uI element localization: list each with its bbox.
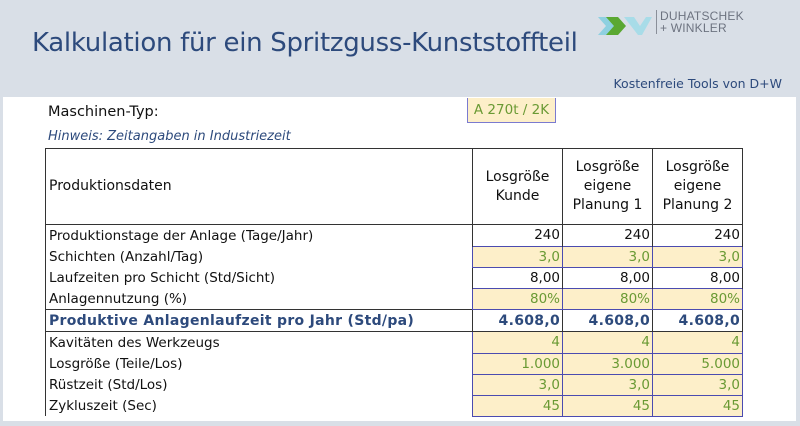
input-cell[interactable]: 3,0 [472,245,563,268]
header-planung-1: Losgröße eigene Planung 1 [562,148,653,225]
input-cell[interactable]: 80% [652,287,743,310]
tagline-link[interactable]: Kostenfreie Tools von D+W [613,76,782,91]
cell-value: 240 [652,224,743,246]
input-cell[interactable]: 80% [472,287,563,310]
company-logo: DUHATSCHEK + WINKLER [598,10,798,41]
machine-type-label: Maschinen-Typ: [48,104,159,120]
cell-value: 240 [562,224,653,246]
row-label: Produktive Anlagenlaufzeit pro Jahr (Std… [45,309,473,332]
hint-text: Hinweis: Zeitangaben in Industriezeit [48,129,291,144]
row-laufzeiten: Laufzeiten pro Schicht (Std/Sicht) 8,00 … [45,267,743,288]
row-produktionstage: Produktionstage der Anlage (Tage/Jahr) 2… [45,224,743,246]
logo-line1: DUHATSCHEK [660,9,744,23]
input-cell[interactable]: 3.000 [562,352,653,375]
logo-mark-icon [598,17,652,35]
logo-text: DUHATSCHEK + WINKLER [656,10,744,34]
input-cell[interactable]: 45 [562,394,653,417]
input-cell[interactable]: 4 [562,331,653,354]
row-label: Kavitäten des Werkzeugs [45,331,473,353]
computed-cell: 4.608,0 [652,309,743,332]
input-cell[interactable]: 3,0 [562,245,653,268]
input-cell[interactable]: 5.000 [652,352,743,375]
cell-value: 8,00 [562,267,653,288]
row-kavitaeten: Kavitäten des Werkzeugs 4 4 4 [45,331,743,354]
row-label: Produktionstage der Anlage (Tage/Jahr) [45,224,473,246]
cell-value: 8,00 [472,267,563,288]
header-planung-2: Losgröße eigene Planung 2 [652,148,743,225]
input-cell[interactable]: 1.000 [472,352,563,375]
row-label: Laufzeiten pro Schicht (Std/Sicht) [45,267,473,288]
input-cell[interactable]: 3,0 [472,373,563,396]
row-anlagennutzung: Anlagennutzung (%) 80% 80% 80% [45,287,743,310]
input-cell[interactable]: 3,0 [652,373,743,396]
table-header-row: Produktionsdaten Losgröße Kunde Losgröße… [45,148,743,225]
computed-cell: 4.608,0 [562,309,653,332]
row-produktive-laufzeit: Produktive Anlagenlaufzeit pro Jahr (Std… [45,309,743,332]
logo-line2: + WINKLER [660,21,727,35]
input-cell[interactable]: 80% [562,287,653,310]
input-cell[interactable]: 45 [472,394,563,417]
row-label: Schichten (Anzahl/Tag) [45,246,473,267]
row-label: Rüstzeit (Std/Los) [45,374,473,395]
row-zykluszeit: Zykluszeit (Sec) 45 45 45 [45,394,743,417]
cell-value: 8,00 [652,267,743,288]
page-title: Kalkulation für ein Spritzguss-Kunststof… [32,28,578,58]
row-label: Anlagennutzung (%) [45,288,473,310]
input-cell[interactable]: 3,0 [652,245,743,268]
input-cell[interactable]: 4 [652,331,743,354]
row-label: Losgröße (Teile/Los) [45,353,473,374]
production-data-table: Produktionsdaten Losgröße Kunde Losgröße… [45,148,743,417]
input-cell[interactable]: 45 [652,394,743,417]
machine-type-field[interactable]: A 270t / 2K [467,98,556,123]
row-losgroesse: Losgröße (Teile/Los) 1.000 3.000 5.000 [45,352,743,375]
row-label: Zykluszeit (Sec) [45,395,473,416]
header-losgroesse-kunde: Losgröße Kunde [472,148,563,225]
cell-value: 240 [472,224,563,246]
row-ruestzeit: Rüstzeit (Std/Los) 3,0 3,0 3,0 [45,373,743,396]
header-produktionsdaten: Produktionsdaten [45,148,473,225]
computed-cell: 4.608,0 [472,309,563,332]
row-schichten: Schichten (Anzahl/Tag) 3,0 3,0 3,0 [45,245,743,268]
input-cell[interactable]: 4 [472,331,563,354]
input-cell[interactable]: 3,0 [562,373,653,396]
